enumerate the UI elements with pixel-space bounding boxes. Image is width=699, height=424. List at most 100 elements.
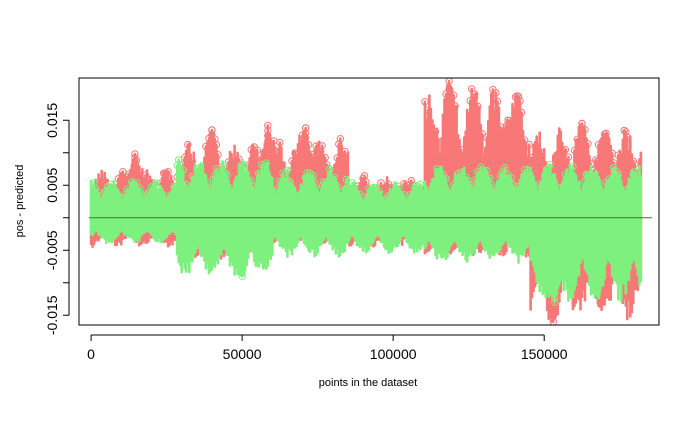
series-1-peak-point [131, 157, 139, 165]
series-2-peak-point [593, 287, 601, 296]
series-2-point [285, 177, 293, 185]
series-1-peak-point [208, 141, 216, 149]
series-1-peak-point [578, 125, 586, 133]
x-tick-label: 100000 [370, 346, 417, 362]
series-2-peak-point [551, 298, 559, 306]
series-2-point [258, 160, 266, 169]
series-2-point [442, 175, 450, 183]
series-1-point [431, 128, 440, 136]
series-1-peak-point [131, 153, 139, 162]
series-2-point [135, 184, 144, 192]
series-1-point [119, 168, 127, 176]
series-1-point [324, 164, 332, 173]
series-1-peak-point [578, 146, 586, 154]
series-1-point [377, 179, 385, 187]
series-1-peak-point [445, 100, 453, 109]
series-1-peak-point [208, 126, 216, 134]
series-1-point [471, 90, 479, 98]
series-1-peak-point [504, 122, 512, 130]
series-1-peak-point [504, 149, 512, 157]
series-2-point [309, 172, 317, 180]
series-1-point [184, 140, 192, 149]
series-1-peak-point [596, 298, 604, 306]
series-1-peak-point [445, 131, 453, 139]
series-1-peak-point [301, 154, 310, 163]
series-2-point [356, 190, 364, 198]
x-tick-label: 50000 [223, 346, 262, 362]
series-2-point [416, 180, 425, 189]
series-1-point [188, 157, 197, 165]
series-1-peak-point [504, 154, 512, 163]
series-2-point [335, 184, 343, 192]
series-1-peak-point [602, 139, 610, 147]
x-tick-label: 0 [87, 346, 95, 362]
series-1-peak-point [131, 164, 139, 173]
series-1-peak-point [504, 138, 512, 146]
series-1-point [520, 136, 529, 144]
series-2-point [614, 171, 622, 179]
series-1-point [99, 175, 107, 184]
x-tick-label: 150000 [521, 346, 568, 362]
series-1-peak-point [264, 142, 272, 150]
series-1-peak-point [301, 134, 310, 142]
series-1-peak-point [578, 135, 586, 144]
series-1-point [164, 168, 172, 176]
series-1-peak-point [578, 141, 586, 149]
series-2-point [465, 177, 473, 185]
series-2-point [342, 175, 350, 184]
series-1-point [492, 89, 500, 97]
series-1-peak-point [578, 156, 586, 165]
series-1-point [631, 160, 639, 168]
series-2-point [501, 164, 509, 172]
series-2-peak-point [593, 265, 601, 274]
series-2-peak-point [593, 274, 601, 282]
series-1-peak-point [208, 155, 216, 164]
series-1-peak-point [602, 162, 610, 171]
series-1-point [449, 91, 458, 99]
series-1-point [514, 92, 523, 101]
series-2-point [91, 185, 100, 194]
series-1-peak-point [208, 160, 216, 169]
series-1-peak-point [602, 158, 610, 166]
series-2 [89, 156, 643, 306]
series-1-peak-point [131, 161, 139, 169]
series-2-peak-point [551, 279, 559, 287]
series-1-point [516, 97, 524, 105]
y-axis: -0.015 -0.005 0.005 0.015 [44, 103, 70, 335]
series-2-point [326, 165, 334, 174]
series-2-point [395, 182, 403, 191]
series-1-peak-point [602, 143, 610, 152]
y-tick-label: 0.015 [44, 103, 60, 138]
series-1-point [253, 146, 261, 154]
series-1-point [235, 155, 243, 163]
series-1-peak-point [264, 147, 272, 156]
series-1-peak-point [301, 139, 310, 147]
series-2-point [203, 179, 212, 187]
series-1-point [620, 126, 628, 135]
series-1-peak-point [445, 85, 453, 93]
series-layer [89, 77, 643, 326]
series-1-peak-point [301, 149, 310, 158]
series-1-point [212, 141, 221, 149]
series-1-peak-point [578, 151, 586, 160]
series-1-point [622, 128, 630, 136]
series-2-point [330, 173, 338, 181]
series-1-peak-point [208, 131, 216, 139]
series-1-peak-point [549, 306, 557, 314]
series-1-point [335, 140, 343, 148]
series-1-point [141, 171, 150, 179]
x-axis: 0 50000 100000 150000 [87, 334, 568, 362]
series-2-point [483, 166, 491, 175]
series-1-peak-point [504, 116, 512, 125]
y-axis-title: pos - predicted [14, 165, 26, 238]
series-1-peak-point [471, 93, 479, 102]
series-1-peak-point [445, 108, 453, 116]
series-2-point [466, 181, 474, 189]
series-2-peak-point [238, 272, 246, 280]
series-2-point [247, 177, 255, 185]
series-1-point [517, 108, 526, 117]
series-2-peak-point [551, 289, 559, 297]
series-2-peak-point [551, 274, 559, 283]
series-1-point [336, 135, 344, 143]
series-1-peak-point [301, 129, 310, 137]
